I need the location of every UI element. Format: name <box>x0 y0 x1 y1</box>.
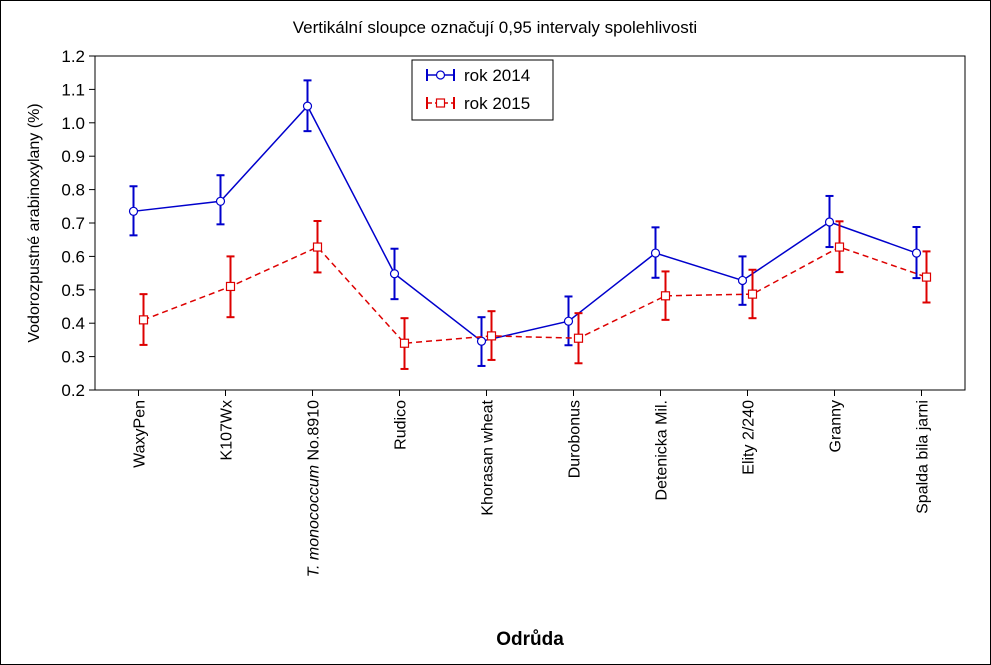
legend-marker <box>435 98 446 108</box>
series-2 <box>138 219 932 370</box>
legend-label: rok 2014 <box>464 66 530 85</box>
y-tick-label: 0.2 <box>61 381 85 400</box>
y-tick-label: 1.2 <box>61 47 85 66</box>
x-tick-label: Granny <box>828 400 845 452</box>
y-tick-label: 0.9 <box>61 147 85 166</box>
data-point <box>660 291 671 301</box>
data-point <box>834 242 845 252</box>
data-point <box>824 217 835 227</box>
x-tick-label: Detenicka Mil. <box>654 400 671 500</box>
data-point <box>563 316 574 326</box>
legend-marker <box>435 70 446 80</box>
data-point <box>389 269 400 279</box>
data-point <box>225 281 236 292</box>
data-point <box>911 248 922 258</box>
data-point <box>921 272 932 282</box>
legend-box <box>411 59 554 121</box>
data-point <box>737 275 748 286</box>
series-1 <box>128 79 922 367</box>
data-point <box>399 338 410 348</box>
data-point <box>302 101 313 111</box>
data-point <box>312 242 323 252</box>
y-tick-label: 0.7 <box>61 214 85 233</box>
y-tick-label: 0.6 <box>61 247 85 266</box>
data-point <box>215 196 226 206</box>
x-axis: WaxyPen K107Wx T. monococcum No.8910 Rudico… <box>132 390 932 577</box>
series-layer <box>128 79 932 370</box>
series-line <box>133 104 917 343</box>
data-point <box>128 206 139 216</box>
legend: rok 2014 rok 2015 <box>411 59 554 121</box>
data-point <box>476 336 487 346</box>
data-point <box>650 248 661 258</box>
y-tick-label: 1.0 <box>61 114 85 133</box>
data-point <box>486 331 497 341</box>
x-tick-label: T. monococcum No.8910 <box>306 400 323 577</box>
y-tick-label: 0.5 <box>61 281 85 300</box>
y-tick-label: 0.8 <box>61 181 85 200</box>
y-tick-label: 0.4 <box>61 314 85 333</box>
y-tick-label: 0.3 <box>61 348 85 367</box>
x-axis-label: Odrůda <box>496 629 564 650</box>
data-point <box>747 289 758 299</box>
data-point <box>573 333 584 343</box>
x-tick-label: Elity 2/240 <box>741 400 758 475</box>
x-tick-label: K107Wx <box>219 400 236 460</box>
y-axis-label: Vodorozpustné arabinoxylany (%) <box>26 103 43 342</box>
x-tick-label: Spalda bila jarni <box>915 400 932 514</box>
x-tick-label: Khorasan wheat <box>480 399 497 515</box>
series-line <box>143 246 927 345</box>
data-point <box>138 315 149 325</box>
legend-label: rok 2015 <box>464 94 530 113</box>
y-tick-label: 1.1 <box>61 80 85 99</box>
chart-title: Vertikální sloupce označují 0,95 interva… <box>293 18 697 37</box>
x-tick-label: Rudico <box>393 400 410 450</box>
y-axis: 0.2 0.3 0.4 0.5 0.6 0.7 0.8 0.9 1.0 1.1 1.2 <box>61 47 95 400</box>
x-tick-label: Durobonus <box>567 400 584 478</box>
x-tick-label: WaxyPen <box>132 400 149 468</box>
